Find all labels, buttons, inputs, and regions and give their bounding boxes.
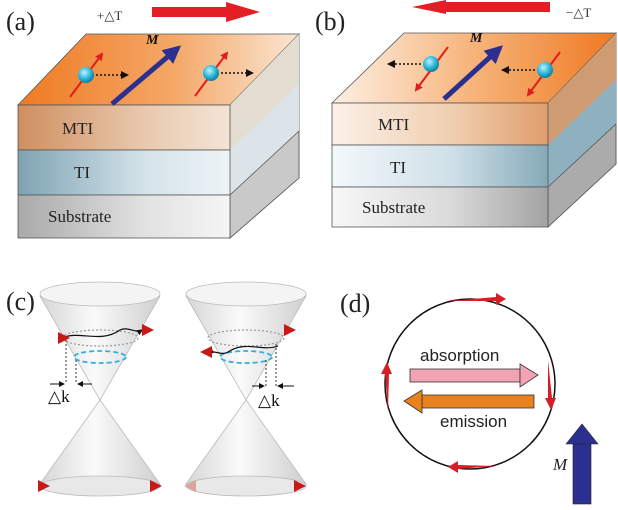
spin-marker — [200, 346, 212, 358]
scattering-path — [61, 328, 143, 339]
side-face-ti — [548, 80, 616, 187]
heat-flow-arrow — [412, 0, 550, 14]
ti-layer — [331, 144, 549, 188]
substrate-layer-label: Substrate — [362, 198, 425, 217]
absorption-label: absorption — [420, 346, 499, 365]
ti-layer-label: TI — [390, 158, 406, 177]
fermi-contour-equilibrium — [219, 350, 273, 364]
magnetization-arrow — [110, 45, 182, 106]
spin-marker — [284, 324, 296, 336]
mti-layer — [17, 104, 231, 151]
temperature-gradient-label: +△T — [97, 8, 122, 23]
panel-b-label: (b) — [315, 7, 345, 36]
electron-icon — [78, 67, 94, 83]
magnetization-label: M — [469, 31, 483, 46]
delta-k-left-label: △k — [48, 387, 70, 406]
circulation-arrows — [381, 293, 556, 473]
emission-label: emission — [440, 412, 507, 431]
mti-layer — [331, 102, 549, 146]
spin-marker — [294, 480, 306, 492]
electron-spin-2 — [194, 51, 254, 97]
substrate-layer — [17, 194, 231, 239]
side-face-ti — [230, 84, 299, 195]
spin-marker — [38, 480, 50, 492]
dirac-cone-right: △k — [184, 281, 307, 497]
ti-layer-label: TI — [74, 163, 90, 182]
panel-c: (c) △k — [6, 281, 307, 497]
electron-spin-2 — [501, 51, 561, 97]
substrate-layer — [331, 186, 549, 228]
electron-icon — [423, 56, 439, 72]
magnetization-label: M — [145, 33, 159, 48]
panel-b: (b) −△T MTI TI Substrate M — [315, 0, 617, 228]
magnetization-arrow — [442, 45, 503, 101]
panel-d-label: (d) — [340, 289, 370, 318]
heat-flow-arrow — [152, 2, 260, 22]
dirac-cone-left: △k — [38, 281, 162, 497]
magnetization-vector-label: M — [552, 455, 568, 474]
panel-c-label: (c) — [6, 287, 35, 316]
spin-marker — [184, 480, 196, 492]
fermi-contour-equilibrium — [73, 350, 127, 364]
panel-a-label: (a) — [6, 7, 35, 36]
precession-circle — [384, 298, 556, 470]
spin-marker — [142, 324, 154, 336]
mti-layer-label: MTI — [378, 115, 410, 134]
side-face-mti — [548, 33, 616, 145]
panel-a: (a) +△T MTI TI Substrate M — [6, 2, 300, 239]
electron-spin-1 — [387, 46, 449, 92]
mti-layer-label: MTI — [62, 119, 94, 138]
emission-arrow — [403, 389, 535, 414]
delta-k-right-label: △k — [258, 391, 280, 410]
ti-layer — [17, 149, 231, 196]
panel-d: (d) absorption emission M — [340, 289, 599, 505]
scattering-path — [207, 345, 279, 355]
spin-marker — [150, 480, 162, 492]
side-face-mti — [230, 34, 299, 150]
electron-spin-1 — [69, 52, 129, 98]
magnetization-vector — [565, 423, 599, 505]
spin-marker — [58, 332, 70, 344]
electron-icon — [203, 65, 219, 81]
absorption-arrow — [409, 363, 539, 388]
substrate-layer-label: Substrate — [48, 207, 111, 226]
electron-icon — [537, 62, 553, 78]
temperature-gradient-label: −△T — [566, 5, 591, 20]
